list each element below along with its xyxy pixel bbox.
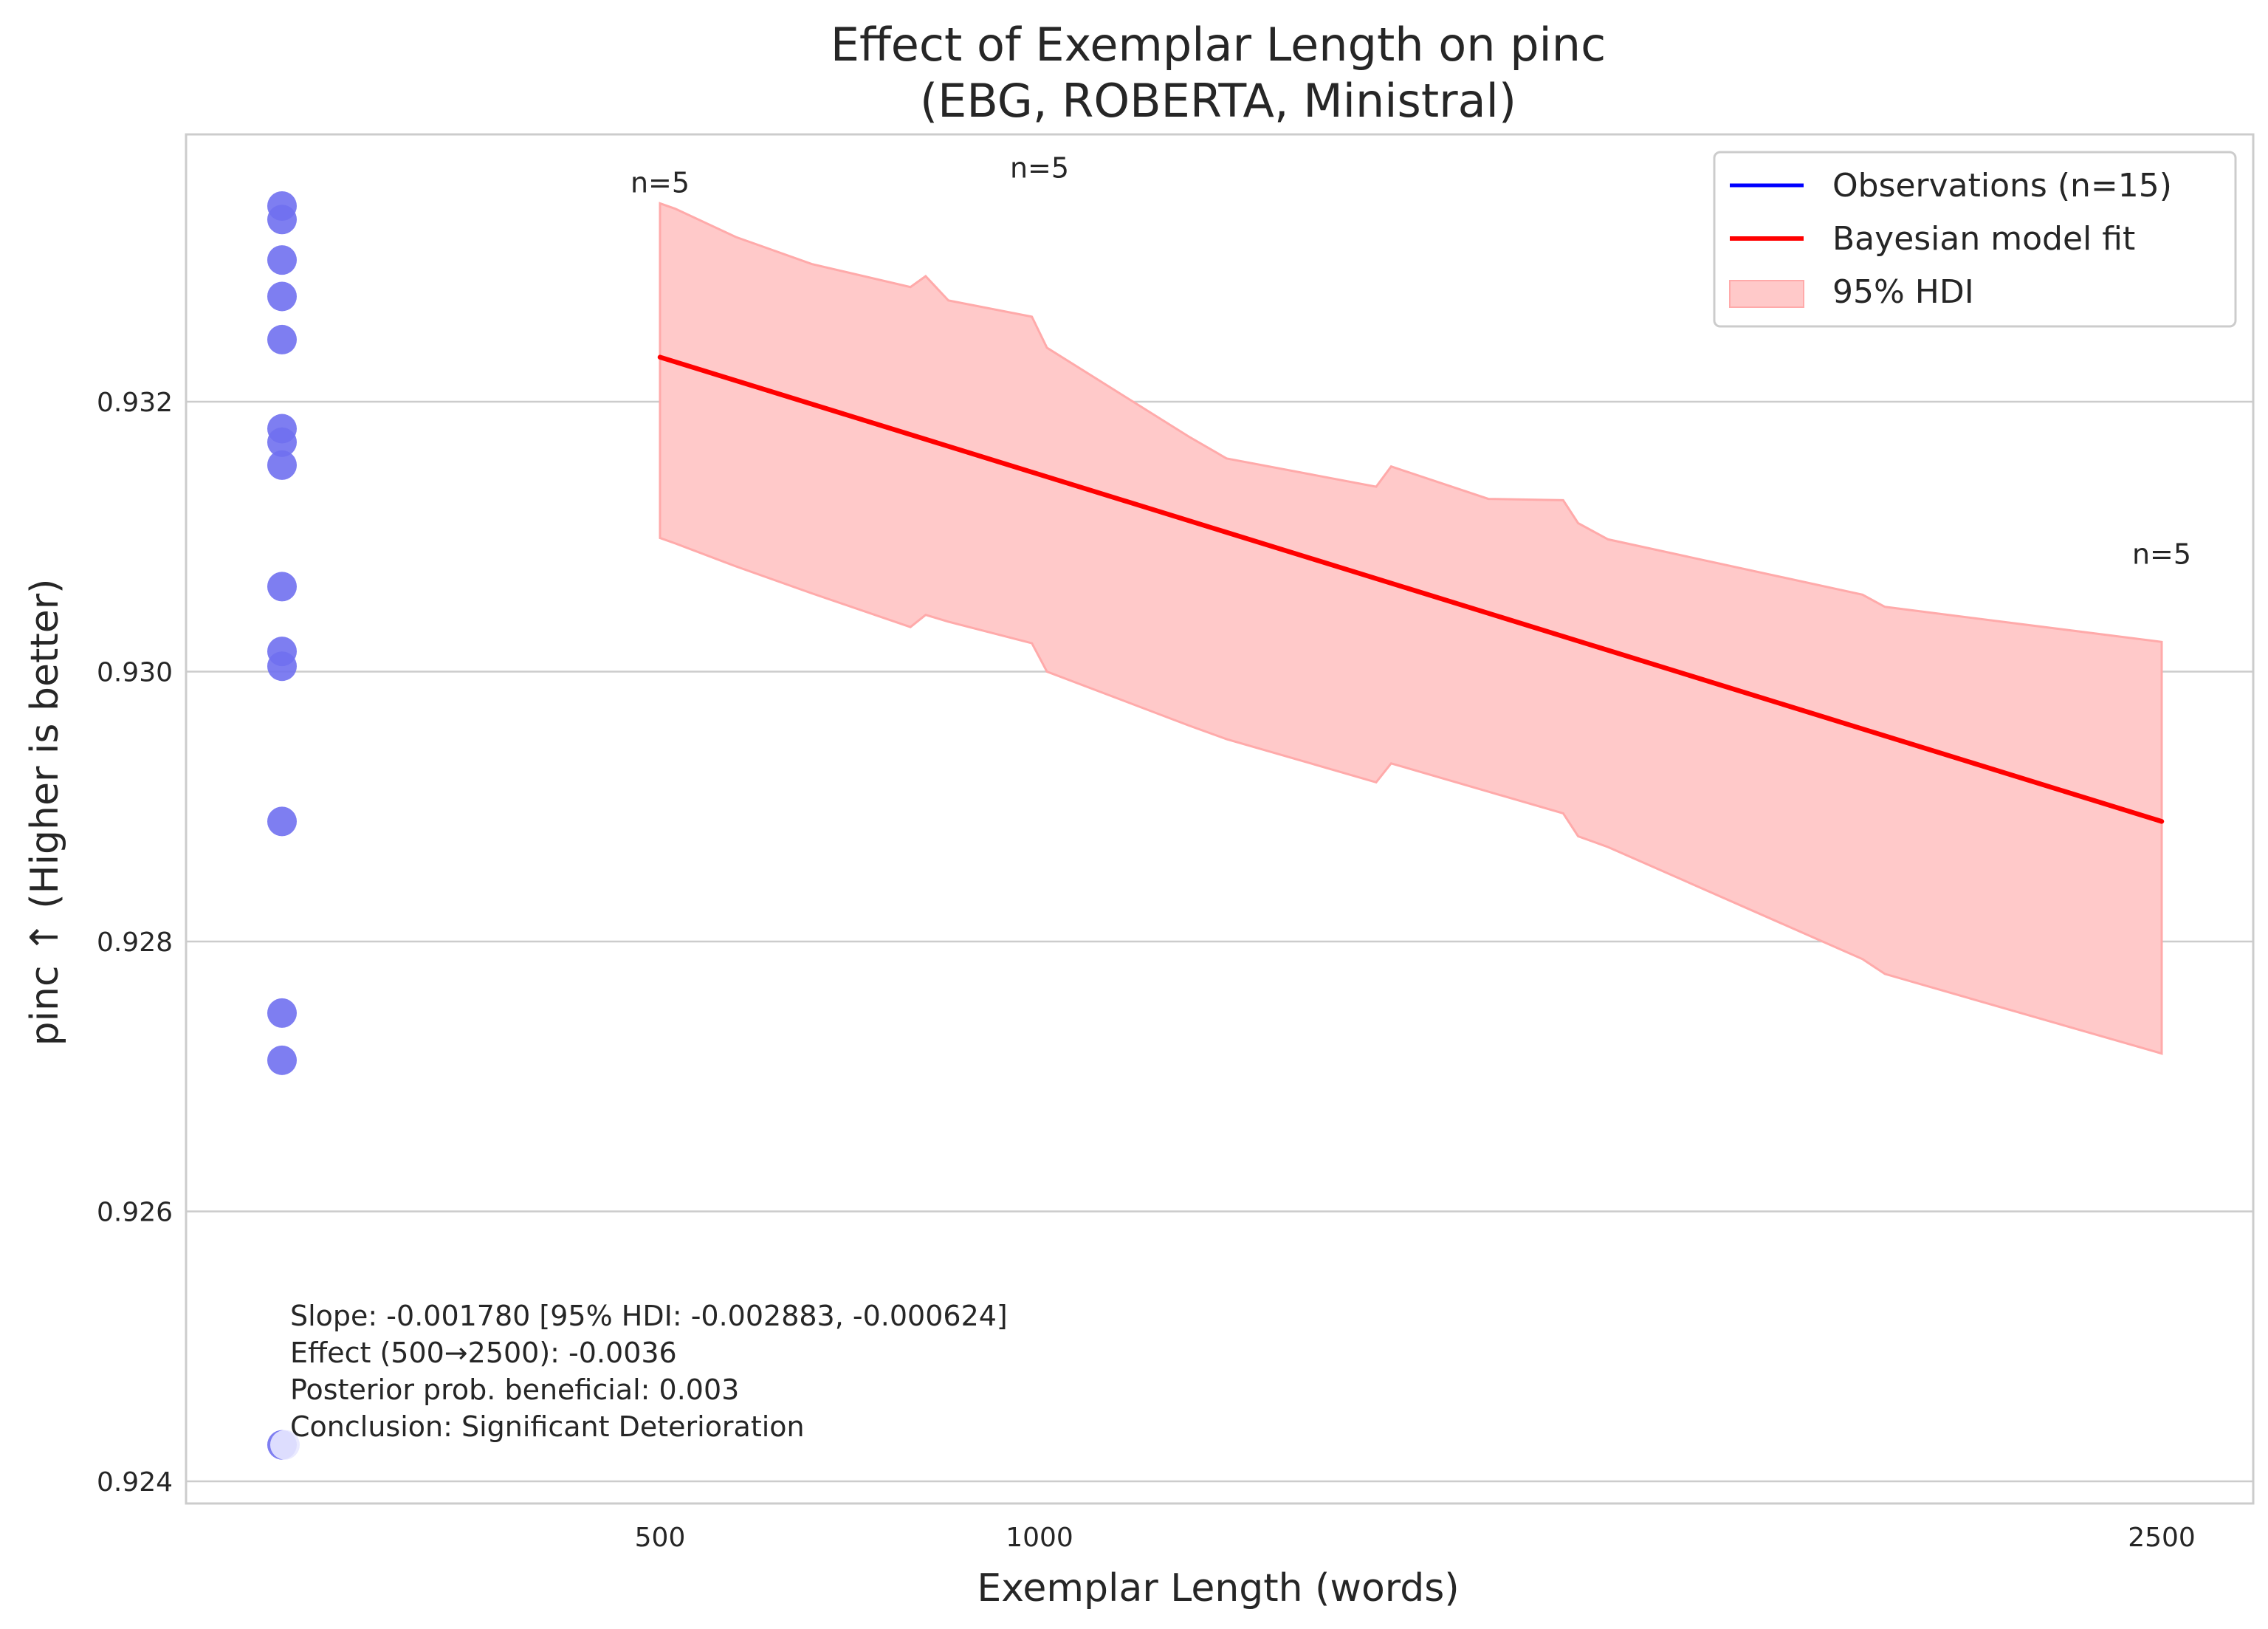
hdi-layer — [659, 202, 2163, 1055]
sample-size-label: n=5 — [1010, 152, 1069, 185]
hdi-band — [659, 202, 2163, 1055]
stats-annotation: Slope: -0.001780 [95% HDI: -0.002883, -0… — [290, 1300, 1008, 1443]
observation-point — [267, 651, 297, 682]
observation-point — [267, 205, 297, 235]
chart-title-line1: Effect of Exemplar Length on pinc — [831, 18, 1606, 72]
legend-observations-label: Observations (n=15) — [1832, 167, 2172, 205]
observation-point — [267, 806, 297, 837]
observation-point — [267, 572, 297, 602]
legend: Observations (n=15) Bayesian model fit 9… — [1713, 151, 2237, 328]
observation-point — [267, 427, 297, 457]
observation-point — [267, 998, 297, 1028]
y-tick-label: 0.926 — [97, 1198, 173, 1228]
legend-hdi-label: 95% HDI — [1832, 273, 1974, 311]
x-tick-label: 2500 — [2128, 1523, 2196, 1553]
stats-slope: Slope: -0.001780 [95% HDI: -0.002883, -0… — [290, 1300, 1008, 1332]
fit-line — [657, 354, 2165, 824]
sample-size-label: n=5 — [630, 167, 690, 199]
observation-point — [267, 281, 297, 312]
x-tick-label: 1000 — [1006, 1523, 1073, 1553]
y-tick-label: 0.924 — [97, 1467, 173, 1498]
y-tick-label: 0.928 — [97, 927, 173, 958]
y-axis-label: pinc ↑ (Higher is better) — [23, 579, 67, 1046]
plot-frame — [185, 133, 2255, 1505]
observation-point — [267, 324, 297, 354]
observation-point — [267, 245, 297, 275]
y-tick-label: 0.932 — [97, 388, 173, 418]
legend-fit-label: Bayesian model fit — [1832, 220, 2135, 258]
x-tick-layer: 500 1000 2500 — [635, 1523, 2196, 1553]
sample-size-label: n=5 — [2132, 538, 2191, 570]
stats-effect: Effect (500→2500): -0.0036 — [290, 1337, 677, 1369]
y-tick-label: 0.930 — [97, 658, 173, 688]
fit-layer — [657, 354, 2165, 824]
x-tick-label: 500 — [635, 1523, 686, 1553]
x-axis-label: Exemplar Length (words) — [977, 1566, 1459, 1611]
stats-posterior: Posterior prob. beneficial: 0.003 — [290, 1373, 739, 1406]
points-layer — [267, 191, 300, 1460]
observation-point — [267, 450, 297, 480]
y-tick-layer: 0.924 0.926 0.928 0.930 0.932 — [97, 388, 173, 1498]
observation-point — [270, 1430, 300, 1460]
legend-box — [1713, 151, 2237, 328]
sample-size-labels: n=5 n=5 n=5 — [630, 152, 2191, 571]
legend-hdi-swatch — [1729, 280, 1804, 308]
chart-title-line2: (EBG, ROBERTA, Ministral) — [920, 74, 1516, 128]
stats-conclusion: Conclusion: Significant Deterioration — [290, 1410, 805, 1443]
observation-point — [267, 1045, 297, 1075]
